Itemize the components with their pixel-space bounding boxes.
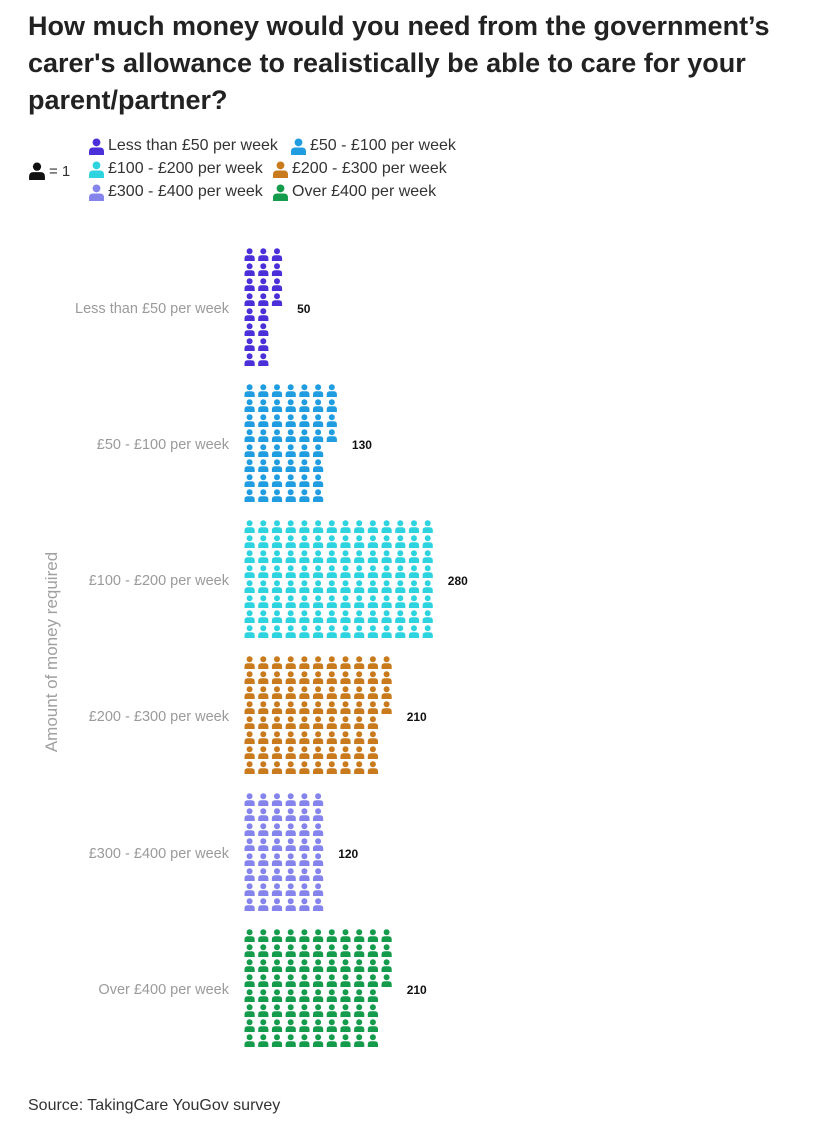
person-icon xyxy=(273,161,288,178)
legend-label: £300 - £400 per week xyxy=(108,183,263,200)
legend-item-2: £50 - £100 per week xyxy=(290,137,456,155)
y-axis-title: Amount of money required xyxy=(42,552,61,752)
value-label: 50 xyxy=(297,302,311,316)
bar-6 xyxy=(244,929,392,1047)
legend-label: £50 - £100 per week xyxy=(310,137,456,154)
category-label: Less than £50 per week xyxy=(75,301,230,317)
pictogram-chart: Less than £50 per week 50 £50 - £100 per w… xyxy=(42,248,468,1047)
bar-5 xyxy=(244,793,324,911)
category-label: £300 - £400 per week xyxy=(89,846,230,862)
person-icon xyxy=(29,162,45,180)
person-icon xyxy=(273,184,288,201)
legend-label: £100 - £200 per week xyxy=(108,160,263,177)
category-label: £50 - £100 per week xyxy=(97,437,230,453)
value-label: 120 xyxy=(338,847,358,861)
legend-item-6: Over £400 per week xyxy=(272,183,436,201)
legend: = 1 Less than £50 per week £50 - £100 per… xyxy=(0,136,833,216)
value-label: 210 xyxy=(407,983,427,997)
person-icon xyxy=(89,138,104,155)
bar-2 xyxy=(244,384,337,502)
legend-item-4: £200 - £300 per week xyxy=(272,160,447,178)
category-label: £100 - £200 per week xyxy=(89,573,230,589)
person-icon xyxy=(89,161,104,178)
value-label: 210 xyxy=(407,710,427,724)
bar-4 xyxy=(244,656,392,774)
chart-title: How much money would you need from the g… xyxy=(28,11,770,115)
legend-item-3: £100 - £200 per week xyxy=(88,160,263,178)
value-label: 130 xyxy=(352,438,372,452)
unit-key-label: = 1 xyxy=(49,162,71,180)
value-label: 280 xyxy=(448,574,468,588)
legend-label: £200 - £300 per week xyxy=(292,160,447,177)
legend-label: Less than £50 per week xyxy=(108,137,278,154)
person-icon xyxy=(291,138,306,155)
person-icon xyxy=(89,184,104,201)
source-note: Source: TakingCare YouGov survey xyxy=(28,1097,281,1114)
bar-1 xyxy=(244,248,283,366)
legend-item-5: £300 - £400 per week xyxy=(88,183,263,201)
legend-label: Over £400 per week xyxy=(292,183,437,200)
category-label: £200 - £300 per week xyxy=(89,709,230,725)
category-label: Over £400 per week xyxy=(98,982,229,998)
bar-3 xyxy=(244,520,433,638)
legend-item-1: Less than £50 per week xyxy=(88,137,278,155)
unit-key: = 1 xyxy=(28,162,70,180)
